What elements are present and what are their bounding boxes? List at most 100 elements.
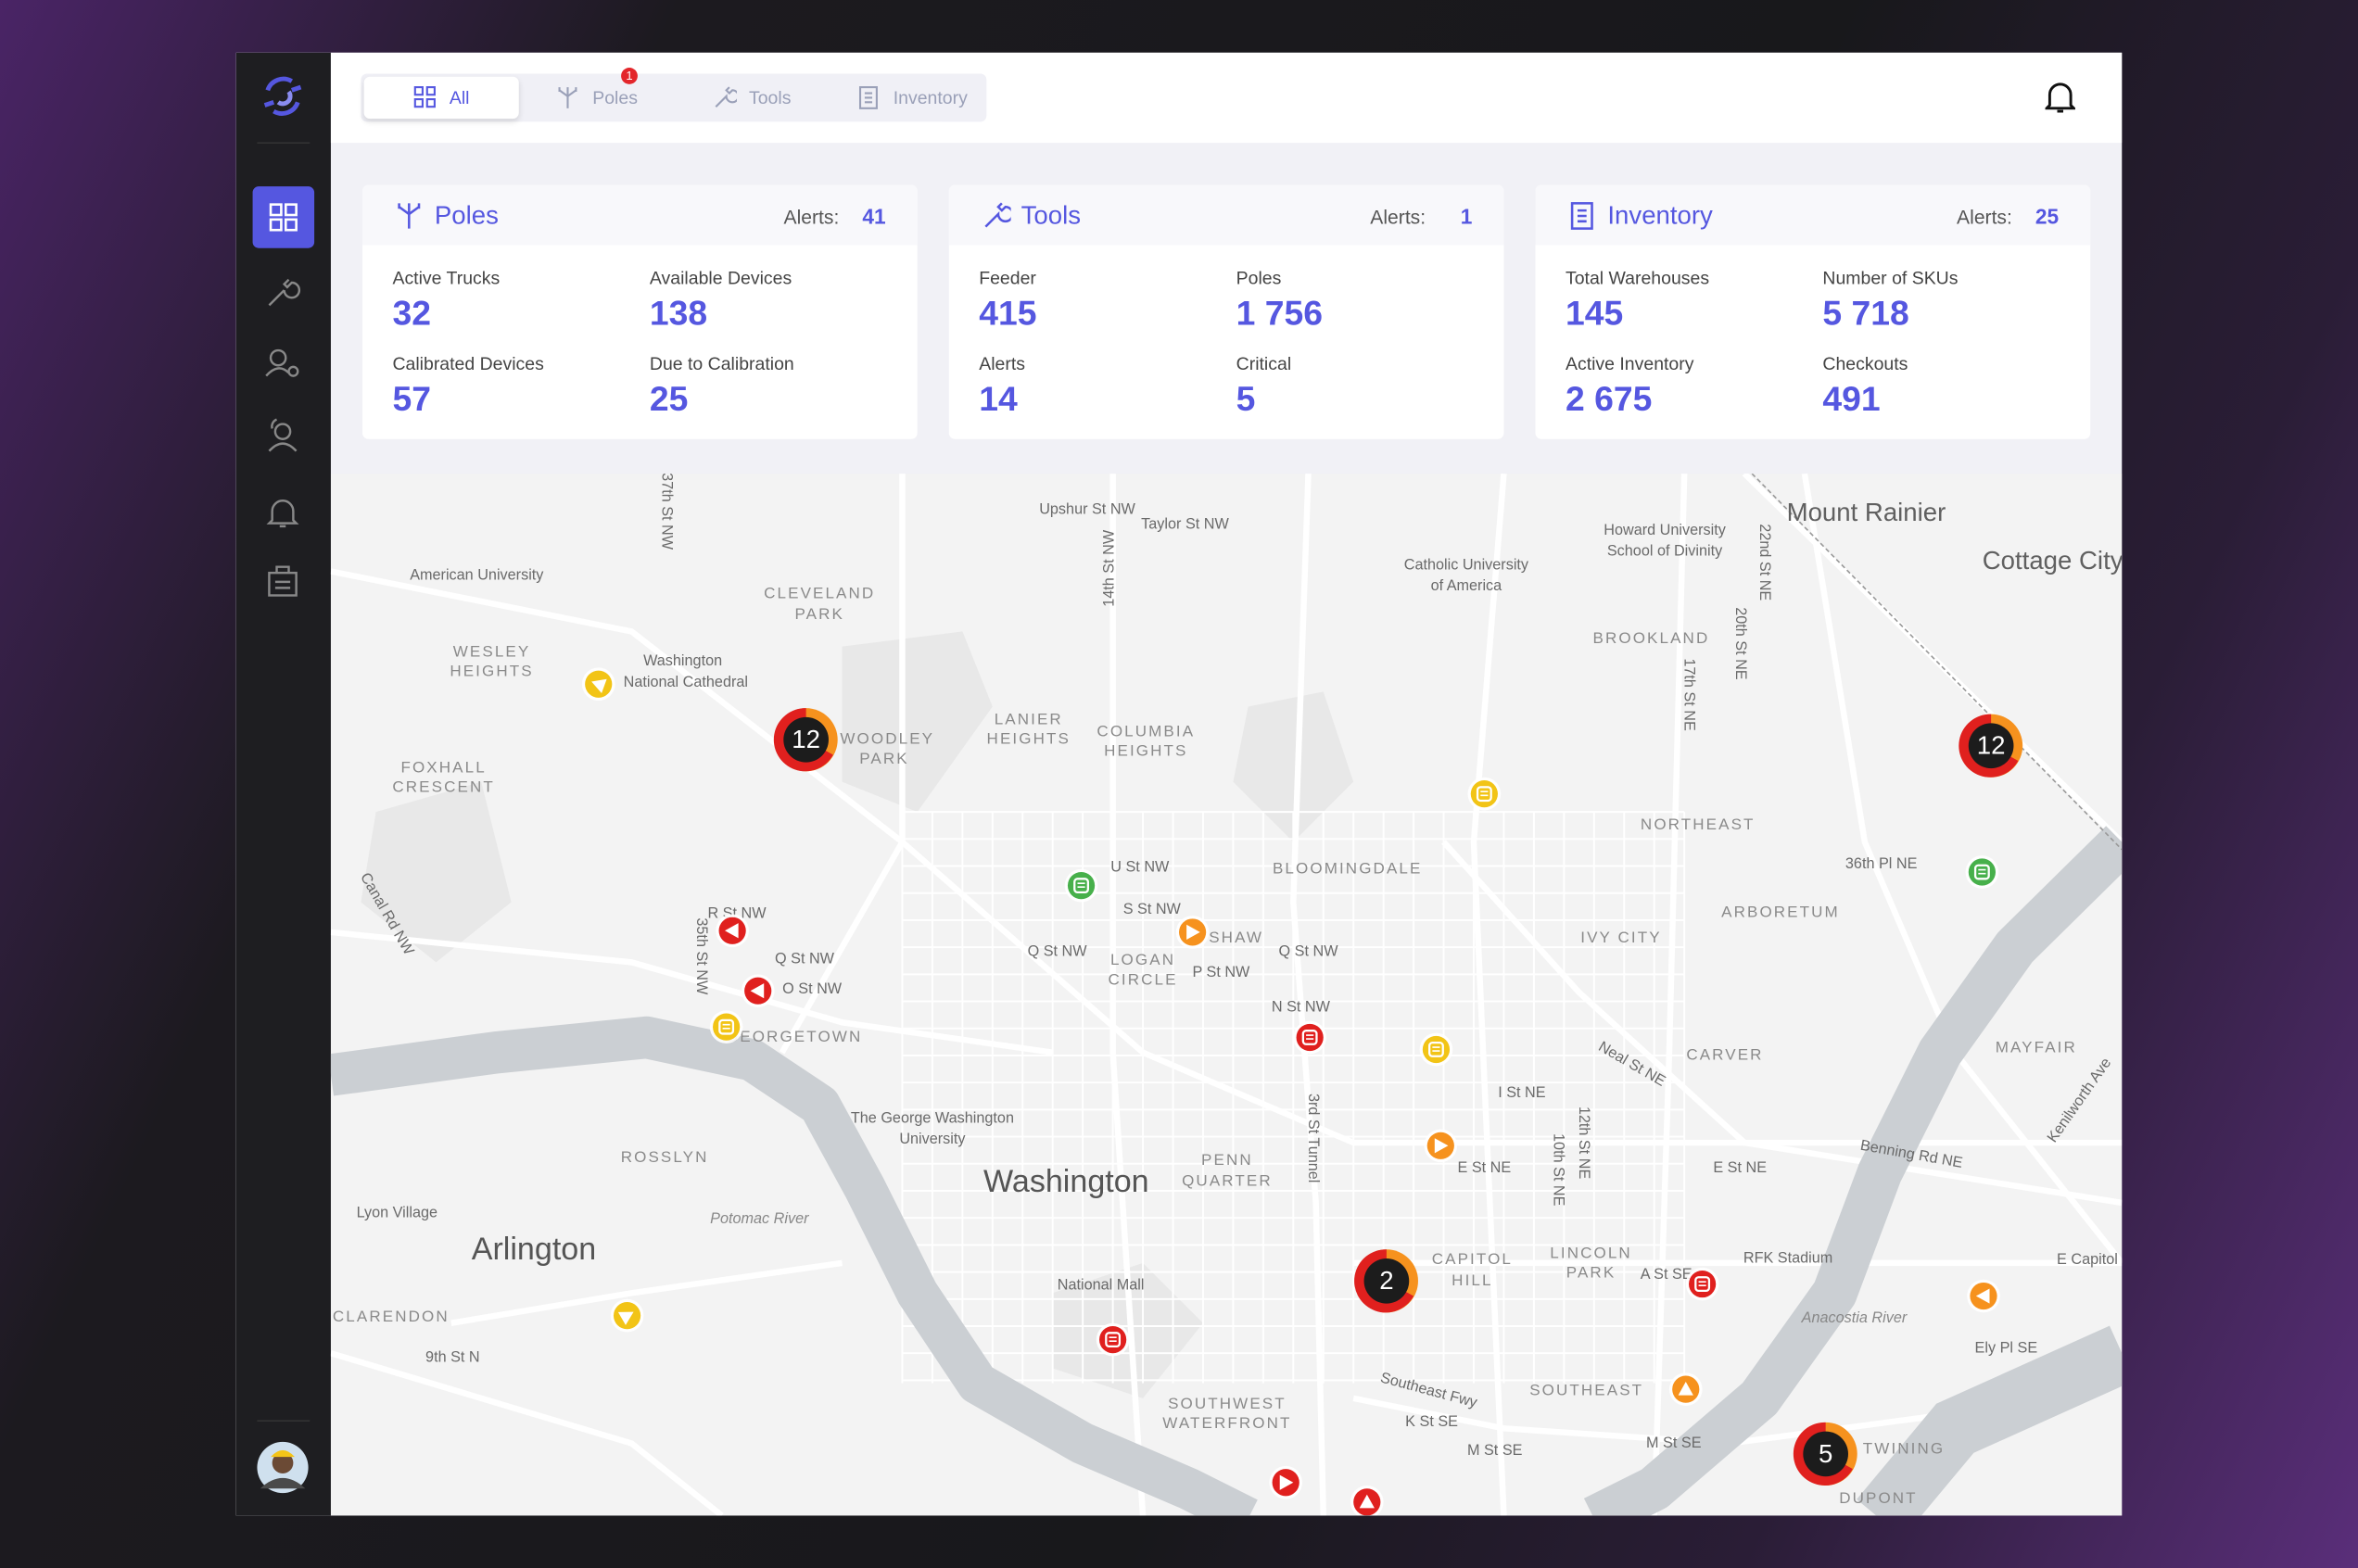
map-label: 17th St NE: [1681, 658, 1698, 731]
nav-alerts[interactable]: [266, 499, 299, 528]
map-label: 9th St N: [425, 1348, 480, 1365]
map-label: Taylor St NW: [1141, 516, 1229, 533]
map-label: 36th Pl NE: [1845, 855, 1918, 872]
map-label: CLARENDON: [333, 1308, 450, 1325]
map-label: SOUTHWEST: [1168, 1395, 1287, 1412]
stat-value: 32: [392, 293, 431, 333]
stat-value: 57: [392, 378, 431, 419]
map-marker[interactable]: [1064, 868, 1098, 903]
map-label: PARK: [1566, 1264, 1616, 1282]
map-canvas[interactable]: 37th St NW Upshur St NW Taylor St NW 14th S…: [327, 471, 2123, 1516]
summary-card: Tools Alerts: 1 Feeder 415 Poles 1 756 Alerts 14…: [948, 184, 1504, 439]
map-label: LINCOLN: [1550, 1245, 1632, 1262]
tab[interactable]: All: [363, 76, 519, 120]
map-marker[interactable]: [1175, 916, 1210, 949]
map-marker[interactable]: [1096, 1322, 1130, 1357]
map-marker[interactable]: [1668, 1372, 1703, 1406]
map-marker[interactable]: [709, 1010, 743, 1043]
card-header: [948, 184, 1504, 246]
map-marker[interactable]: [1419, 1032, 1453, 1067]
stat-value: 2 675: [1565, 378, 1653, 419]
nav-team[interactable]: [268, 418, 298, 452]
road: [330, 929, 1054, 1056]
sidebar-icons: [252, 76, 315, 1494]
tab[interactable]: Inventory: [839, 77, 983, 119]
park: [842, 631, 993, 813]
tab-label: Poles: [592, 87, 638, 108]
alerts-label: Alerts:: [783, 206, 840, 229]
map-marker[interactable]: [610, 1298, 644, 1333]
tab-bar: All Poles 1 Tools Inventory: [361, 68, 987, 122]
tab[interactable]: Tools: [695, 77, 830, 119]
cluster-core[interactable]: [783, 716, 829, 763]
map-label: HEIGHTS: [1104, 742, 1187, 760]
map-marker[interactable]: [1293, 1020, 1327, 1055]
tab[interactable]: Poles 1: [539, 68, 674, 119]
card-header: [362, 184, 918, 246]
logo[interactable]: [263, 76, 302, 116]
stat-label: Due to Calibration: [649, 353, 794, 374]
stat-value: 25: [649, 378, 689, 419]
map-label: BROOKLAND: [1593, 629, 1710, 647]
map-label: HILL: [1452, 1271, 1492, 1289]
map-marker[interactable]: [581, 667, 615, 702]
cluster-core[interactable]: [1363, 1258, 1410, 1304]
map-label: M St SE: [1646, 1435, 1702, 1451]
stat-value: 145: [1565, 293, 1624, 333]
stat-label: Total Warehouses: [1565, 267, 1710, 289]
map-label: WOODLEY: [840, 730, 934, 748]
map-marker[interactable]: [1685, 1267, 1719, 1301]
tab-badge: 1: [621, 68, 638, 84]
map-label: FOXHALL: [400, 759, 486, 777]
cluster-count: 12: [792, 725, 820, 753]
map-marker[interactable]: [1467, 777, 1502, 811]
map[interactable]: 37th St NW Upshur St NW Taylor St NW 14th S…: [327, 471, 2123, 1516]
road: [1441, 840, 2123, 1207]
avatar[interactable]: [257, 1441, 309, 1494]
map-label: IVY CITY: [1580, 929, 1661, 946]
bell[interactable]: [2045, 80, 2075, 116]
map-label: CRESCENT: [392, 778, 494, 796]
cluster-count: 12: [1977, 731, 2006, 760]
cluster-core[interactable]: [1803, 1431, 1848, 1477]
nav-dashboard[interactable]: [252, 186, 315, 248]
map-label: P St NW: [1192, 964, 1250, 980]
map-marker[interactable]: [1965, 855, 1999, 889]
map-label: 14th St NW: [1101, 529, 1118, 607]
map-label: BLOOMINGDALE: [1273, 859, 1422, 877]
road: [330, 1350, 724, 1516]
stat-value: 491: [1822, 378, 1881, 419]
card-header: [1535, 184, 2091, 246]
map-label: SOUTHEAST: [1529, 1381, 1643, 1398]
cluster-core[interactable]: [1968, 723, 2014, 769]
map-label: Cottage City: [1983, 546, 2123, 575]
map-label: E St NE: [1713, 1159, 1767, 1176]
map-label: of America: [1431, 577, 1503, 594]
nav-inventory[interactable]: [268, 565, 298, 597]
stat-label: Calibrated Devices: [392, 353, 544, 374]
road: [1109, 474, 1147, 1516]
alerts-value: 1: [1460, 204, 1473, 229]
road: [450, 1259, 843, 1326]
park: [1233, 691, 1354, 842]
road: [1651, 473, 1688, 1516]
river: [1857, 1325, 2123, 1516]
tab-label: Tools: [748, 87, 792, 108]
map-label: MAYFAIR: [1996, 1038, 2077, 1056]
map-marker[interactable]: [1269, 1465, 1303, 1499]
card-icon: [1568, 201, 1597, 239]
map-marker[interactable]: [716, 914, 749, 948]
map-label: American University: [410, 567, 544, 584]
nav-tools[interactable]: [268, 278, 301, 307]
map-label: Mount Rainier: [1787, 498, 1946, 526]
map-marker[interactable]: [1424, 1129, 1458, 1163]
map-label: The George Washington: [851, 1109, 1014, 1126]
map-marker[interactable]: [1350, 1485, 1384, 1516]
summary-card: Inventory Alerts: 25 Total Warehouses 145 Num…: [1535, 184, 2091, 439]
map-label: 10th St NE: [1551, 1133, 1567, 1207]
nav-users-settings[interactable]: [265, 348, 299, 377]
map-marker[interactable]: [741, 974, 775, 1008]
alerts-value: 25: [2035, 204, 2060, 229]
map-marker[interactable]: [1967, 1279, 2000, 1313]
